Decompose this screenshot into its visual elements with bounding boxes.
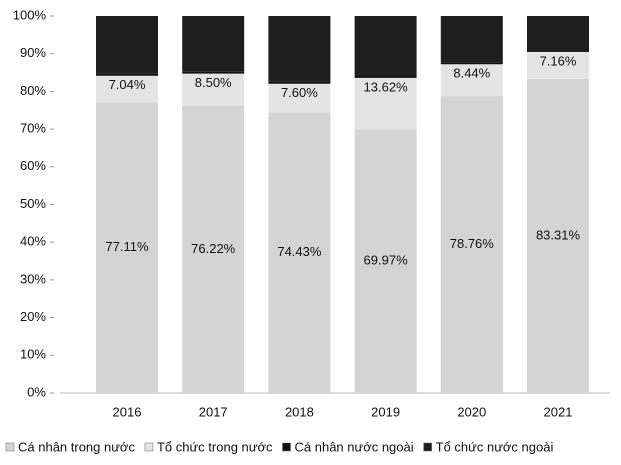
- legend-swatch: [282, 442, 291, 452]
- x-tick-label: 2019: [371, 404, 400, 419]
- data-label: 76.22%: [191, 241, 236, 256]
- data-label: 77.11%: [105, 239, 149, 254]
- bar-segment: [268, 83, 331, 113]
- bar-segment: [96, 102, 158, 394]
- data-label: 78.76%: [450, 236, 495, 251]
- bar-segment: [268, 16, 331, 82]
- legend-label: Cá nhân nước ngoài: [295, 439, 414, 454]
- bar-segment: [96, 73, 158, 76]
- bar-segment: [354, 77, 417, 130]
- bar-segment: [527, 78, 589, 394]
- y-tick-label: 20%: [20, 309, 46, 324]
- legend-swatch: [144, 442, 154, 452]
- legend-label: Cá nhân trong nước: [18, 439, 135, 454]
- data-label: 7.60%: [281, 85, 318, 100]
- bar-segment: [96, 16, 158, 74]
- x-tick-label: 2021: [544, 404, 573, 419]
- bar-segment: [440, 16, 503, 63]
- data-label: 74.43%: [277, 244, 322, 259]
- bar-segment: [354, 129, 417, 393]
- legend-label: Tổ chức nước ngoài: [436, 439, 554, 454]
- data-label: 13.62%: [364, 79, 409, 94]
- y-tick-label: 0%: [27, 384, 46, 399]
- bar-segment: [527, 51, 589, 79]
- bar-segment: [354, 75, 417, 78]
- y-tick-label: 70%: [20, 121, 46, 136]
- data-label: 69.97%: [364, 253, 409, 268]
- data-label: 83.31%: [536, 227, 581, 242]
- bar-segment: [440, 64, 503, 97]
- legend-swatch: [5, 442, 15, 452]
- y-tick-label: 10%: [20, 347, 46, 362]
- x-tick-label: 2017: [199, 404, 228, 419]
- y-tick-label: 30%: [20, 271, 46, 286]
- legend-swatch: [423, 442, 432, 452]
- bar-segment: [440, 96, 503, 393]
- bar-segment: [182, 16, 245, 72]
- bar-segment: [268, 112, 331, 394]
- bar-segment: [96, 75, 158, 103]
- x-tick-label: 2016: [113, 404, 142, 419]
- x-tick-label: 2018: [285, 404, 314, 419]
- x-tick-label: 2020: [457, 404, 486, 419]
- bar-segment: [182, 73, 245, 106]
- y-tick-label: 40%: [20, 234, 46, 249]
- bar-segment: [527, 50, 589, 52]
- data-label: 8.50%: [195, 75, 232, 90]
- y-tick-label: 80%: [20, 83, 46, 98]
- bar-segment: [440, 62, 503, 65]
- y-tick-label: 60%: [20, 158, 46, 173]
- y-tick-label: 100%: [13, 7, 47, 22]
- y-tick-label: 90%: [20, 45, 46, 60]
- data-label: 7.16%: [540, 53, 577, 68]
- bar-segment: [527, 16, 589, 51]
- bar-segment: [182, 105, 245, 393]
- y-tick-label: 50%: [20, 196, 46, 211]
- data-label: 7.04%: [109, 77, 146, 92]
- bar-segment: [182, 71, 245, 74]
- bar-segment: [354, 16, 417, 76]
- legend-label: Tổ chức trong nước: [157, 439, 273, 454]
- bar-segment: [268, 81, 331, 84]
- data-label: 8.44%: [453, 66, 490, 81]
